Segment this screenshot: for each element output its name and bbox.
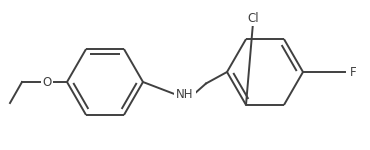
Text: Cl: Cl bbox=[247, 12, 259, 24]
Text: O: O bbox=[43, 75, 52, 88]
Text: NH: NH bbox=[176, 88, 194, 102]
Text: F: F bbox=[350, 66, 356, 78]
